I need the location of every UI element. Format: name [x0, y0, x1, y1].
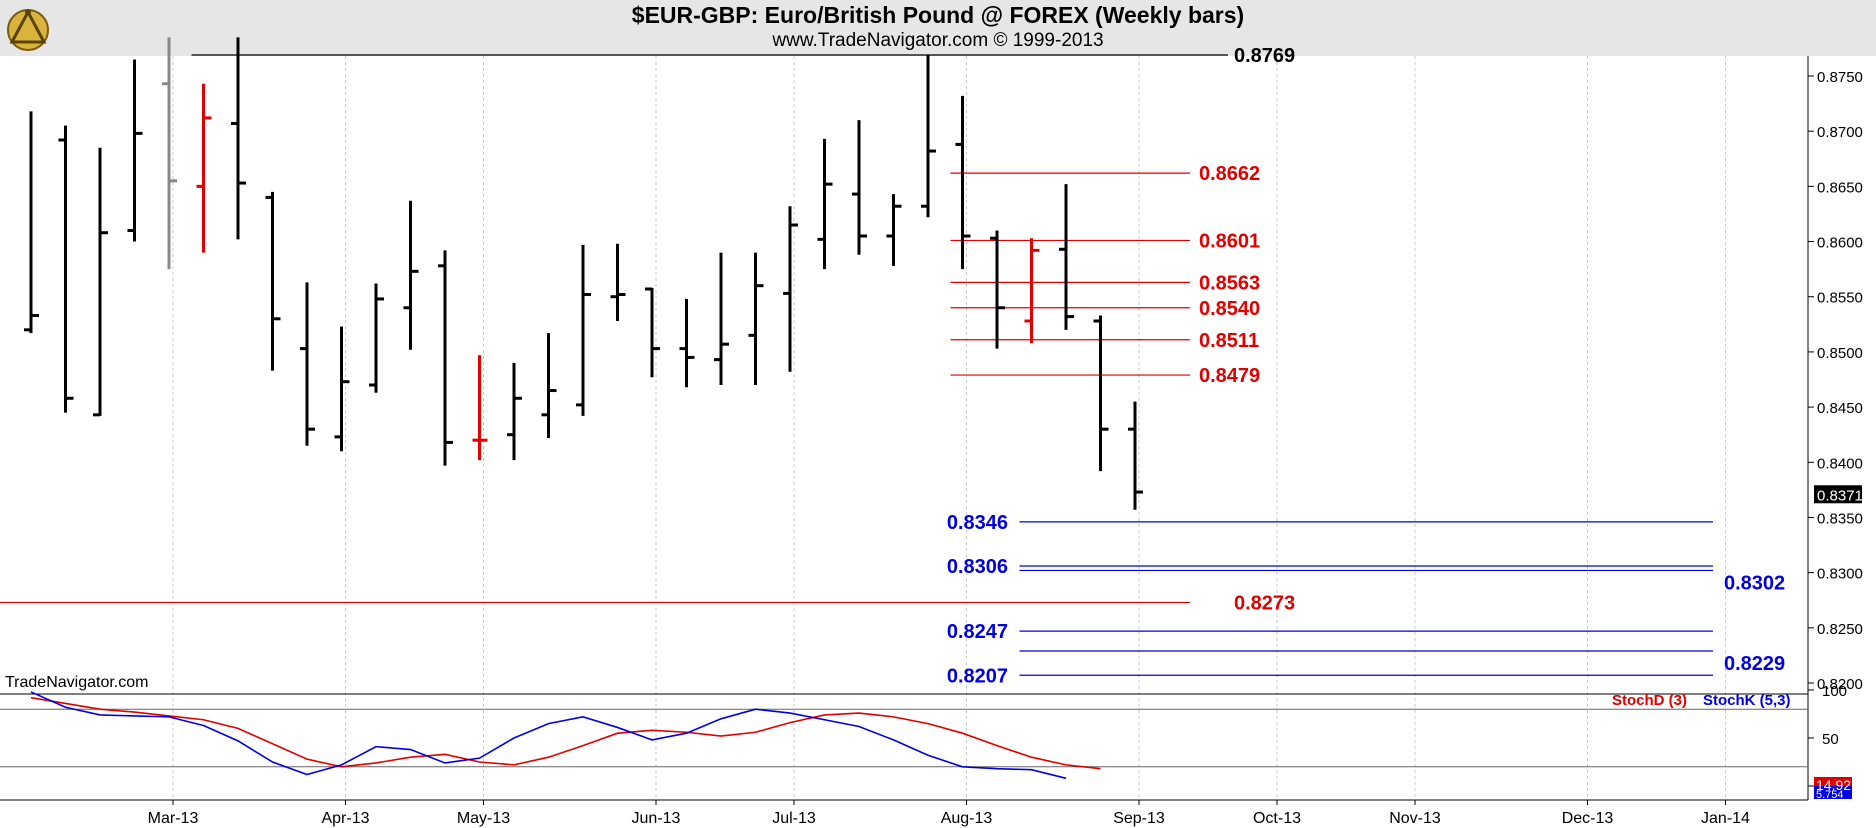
- source-label: TradeNavigator.com: [5, 674, 149, 691]
- stoch-k-value-marker: [1814, 786, 1852, 799]
- y-tick-label: 0.8600: [1817, 235, 1863, 252]
- y-tick-label: 0.8300: [1817, 566, 1863, 583]
- x-tick-label: Sep-13: [1113, 810, 1165, 827]
- y-tick-label: 0.8400: [1817, 455, 1863, 472]
- level-label: 0.8540: [1199, 298, 1260, 320]
- level-label: 0.8662: [1199, 163, 1260, 185]
- stoch-tick-label: 50: [1822, 731, 1839, 748]
- stoch-k-line: [30, 691, 1067, 780]
- price-axis: 0.8200 0.8250 0.8300 0.8350 0.8400 0.8450 0.85…: [1807, 56, 1863, 800]
- stoch-k-value: 5.754: [1816, 789, 1844, 801]
- level-label: 0.8511: [1199, 330, 1259, 352]
- x-tick-label: May-13: [457, 810, 510, 827]
- x-tick-label: Jun-13: [632, 810, 681, 827]
- y-tick-label: 0.8550: [1817, 290, 1863, 307]
- level-label: 0.8247: [947, 621, 1008, 643]
- chart-title: $EUR-GBP: Euro/British Pound @ FOREX (We…: [631, 2, 1245, 28]
- level-label: 0.8207: [947, 665, 1008, 687]
- sextant-logo-icon: [7, 8, 49, 51]
- y-tick-label: 0.8450: [1817, 400, 1863, 417]
- x-tick-label: Dec-13: [1562, 810, 1614, 827]
- x-tick-label: Aug-13: [941, 810, 993, 827]
- stochd-legend: StochD (3): [1612, 692, 1687, 709]
- x-tick-label: Apr-13: [321, 810, 369, 827]
- level-label: 0.8302: [1724, 572, 1785, 594]
- level-label: 0.8273: [1234, 592, 1295, 614]
- stoch-d-line: [30, 696, 1101, 770]
- date-axis: Mar-13 Apr-13 May-13 Jun-13 Jul-13 Aug-13 Sep-…: [0, 799, 1808, 827]
- y-tick-label: 0.8250: [1817, 621, 1863, 638]
- level-label: 0.8346: [947, 512, 1008, 534]
- y-tick-label: 0.8750: [1817, 69, 1863, 86]
- grid-lines: [172, 56, 1726, 800]
- y-tick-label: 0.8350: [1817, 510, 1863, 527]
- chart-subtitle: www.TradeNavigator.com © 1999-2013: [772, 30, 1104, 51]
- stochk-legend: StochK (5,3): [1703, 692, 1791, 709]
- x-tick-label: Mar-13: [148, 810, 199, 827]
- ohlc-bars: [24, 37, 1143, 510]
- level-label: 0.8563: [1199, 272, 1260, 294]
- level-label: 0.8229: [1724, 653, 1785, 675]
- x-tick-label: Jan-14: [1701, 810, 1750, 827]
- level-label: 0.8306: [947, 556, 1008, 578]
- x-tick-label: Jul-13: [772, 810, 816, 827]
- y-tick-label: 0.8500: [1817, 345, 1863, 362]
- stoch-d-value: 14.92: [1816, 777, 1851, 793]
- y-tick-label: 0.8700: [1817, 124, 1863, 141]
- stoch-tick-label: 100: [1822, 683, 1847, 700]
- y-tick-label: 0.8650: [1817, 179, 1863, 196]
- level-lines: 0.8769 0.8662 0.8601 0.8563 0.8540 0.8511 0.84…: [0, 45, 1785, 687]
- level-label: 0.8479: [1199, 365, 1260, 387]
- level-label: 0.8601: [1199, 230, 1260, 252]
- y-tick-label: 0.8200: [1817, 676, 1863, 693]
- x-tick-label: Nov-13: [1389, 810, 1441, 827]
- last-price-label: 0.8371: [1817, 487, 1863, 504]
- last-price-marker: [1814, 485, 1862, 504]
- stochastic-panel: 05010014.925.754: [0, 683, 1852, 801]
- x-tick-label: Oct-13: [1253, 810, 1301, 827]
- level-label: 0.8769: [1234, 45, 1295, 67]
- chart-header: $EUR-GBP: Euro/British Pound @ FOREX (We…: [0, 0, 1876, 56]
